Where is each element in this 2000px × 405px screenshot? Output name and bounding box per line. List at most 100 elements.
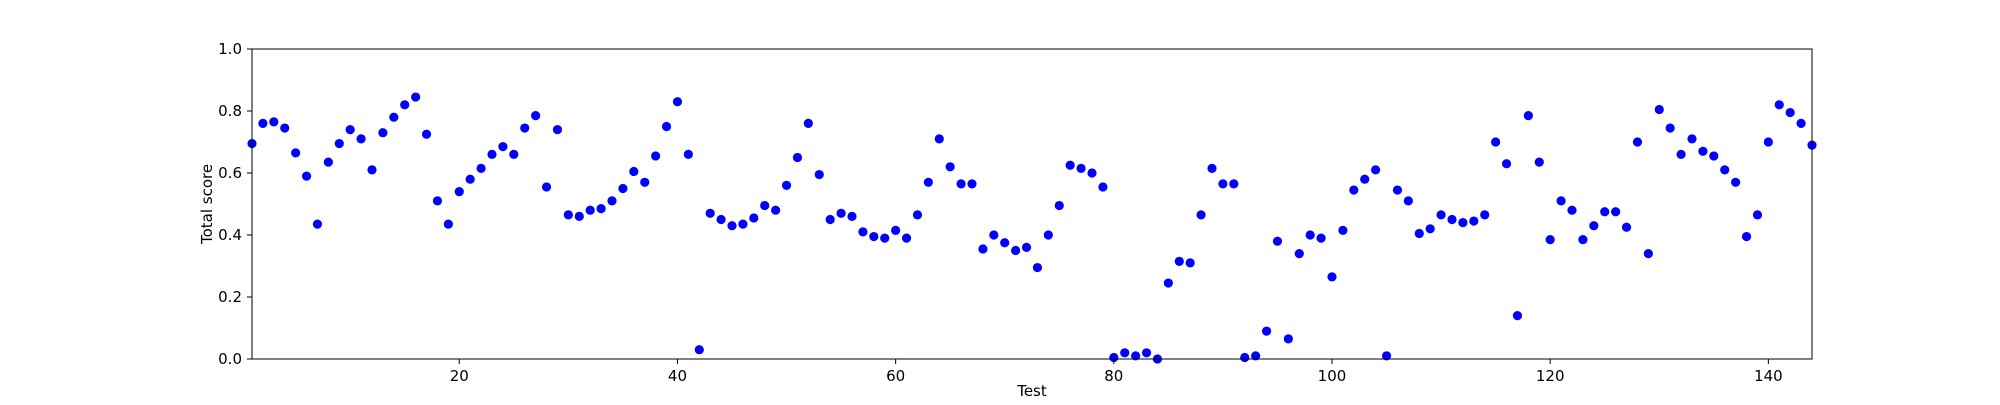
data-point	[541, 182, 552, 192]
data-point	[1032, 262, 1043, 273]
data-point	[378, 128, 388, 138]
data-point	[1360, 174, 1370, 184]
data-point	[738, 219, 748, 229]
data-point	[465, 174, 475, 184]
data-point	[1447, 214, 1457, 225]
data-point	[978, 244, 988, 254]
data-point	[1229, 179, 1239, 189]
data-point	[1589, 221, 1599, 231]
data-point	[1654, 104, 1664, 115]
data-point	[1261, 326, 1272, 336]
y-tick-label: 0.4	[218, 226, 242, 244]
data-point	[1458, 218, 1468, 228]
data-point	[1676, 149, 1686, 159]
data-point	[1752, 210, 1763, 220]
data-point	[1240, 352, 1250, 363]
y-axis-label: Total score	[198, 164, 216, 245]
data-point	[585, 205, 595, 215]
data-point	[367, 165, 377, 175]
data-point	[1567, 205, 1577, 215]
data-point	[694, 345, 704, 355]
data-point	[509, 149, 519, 159]
data-point	[400, 100, 410, 110]
data-point	[574, 211, 584, 221]
data-point	[563, 210, 573, 220]
data-point	[858, 227, 868, 237]
data-point	[1131, 351, 1141, 361]
y-tick-label: 1.0	[218, 40, 242, 58]
data-point	[1327, 272, 1337, 282]
data-point	[1141, 348, 1152, 358]
data-point	[1065, 160, 1075, 170]
data-point	[1218, 179, 1228, 189]
data-point	[923, 177, 933, 187]
data-point	[705, 208, 715, 218]
data-point	[1054, 200, 1064, 211]
data-point	[869, 231, 879, 242]
data-point	[258, 118, 268, 128]
data-point	[760, 200, 770, 211]
data-point	[1021, 242, 1032, 252]
x-tick-label: 40	[668, 367, 687, 385]
data-point	[476, 163, 486, 173]
data-point	[1163, 278, 1173, 288]
data-point	[1491, 137, 1501, 147]
data-point	[301, 171, 312, 181]
data-point	[989, 230, 999, 240]
data-point	[1272, 236, 1283, 246]
data-point	[781, 180, 792, 190]
data-point	[1109, 352, 1119, 363]
data-point	[945, 162, 955, 172]
data-point	[1294, 249, 1304, 259]
x-tick-label: 20	[450, 367, 469, 385]
y-tick-label: 0.8	[218, 102, 242, 120]
data-point	[454, 187, 464, 197]
data-point	[1098, 182, 1108, 192]
data-point	[749, 213, 759, 223]
data-point	[312, 219, 323, 229]
y-axis: 0.0 0.2 0.4 0.6 0.8 1.0	[218, 40, 252, 368]
x-tick-label: 120	[1536, 367, 1565, 385]
data-point	[1621, 222, 1632, 232]
data-point	[618, 183, 628, 194]
data-point	[291, 148, 301, 158]
data-point	[901, 233, 912, 243]
data-point	[1545, 235, 1555, 245]
data-point	[443, 219, 453, 229]
data-point	[269, 117, 279, 127]
data-point	[1643, 249, 1653, 259]
data-point	[1774, 100, 1784, 110]
x-tick-label: 80	[1104, 367, 1123, 385]
x-tick-label: 100	[1318, 367, 1347, 385]
data-point	[1556, 196, 1566, 206]
data-point	[1720, 165, 1730, 175]
data-point	[1076, 163, 1086, 173]
data-point	[607, 196, 617, 206]
data-point	[1305, 230, 1315, 240]
data-point	[498, 142, 508, 152]
data-point	[1687, 134, 1697, 144]
y-tick-label: 0.2	[218, 288, 242, 306]
data-point	[1512, 311, 1523, 321]
data-point	[1501, 159, 1512, 169]
data-point	[1185, 258, 1195, 268]
data-point	[683, 149, 693, 159]
data-point	[280, 123, 290, 133]
data-point	[1251, 351, 1261, 361]
y-tick-label: 0.6	[218, 164, 242, 182]
data-point	[1523, 111, 1533, 121]
data-point	[334, 138, 344, 149]
x-axis: 20 40 60 80 100 120 140	[450, 359, 1783, 385]
data-point	[716, 214, 726, 225]
data-point	[1709, 151, 1719, 161]
data-point	[661, 121, 672, 132]
data-point	[1000, 238, 1010, 248]
data-point	[1436, 210, 1446, 220]
data-point	[1196, 210, 1206, 220]
data-point	[1087, 168, 1097, 178]
data-point	[1611, 207, 1621, 217]
data-point	[432, 196, 443, 206]
data-points	[247, 92, 1817, 364]
data-point	[1600, 207, 1610, 217]
